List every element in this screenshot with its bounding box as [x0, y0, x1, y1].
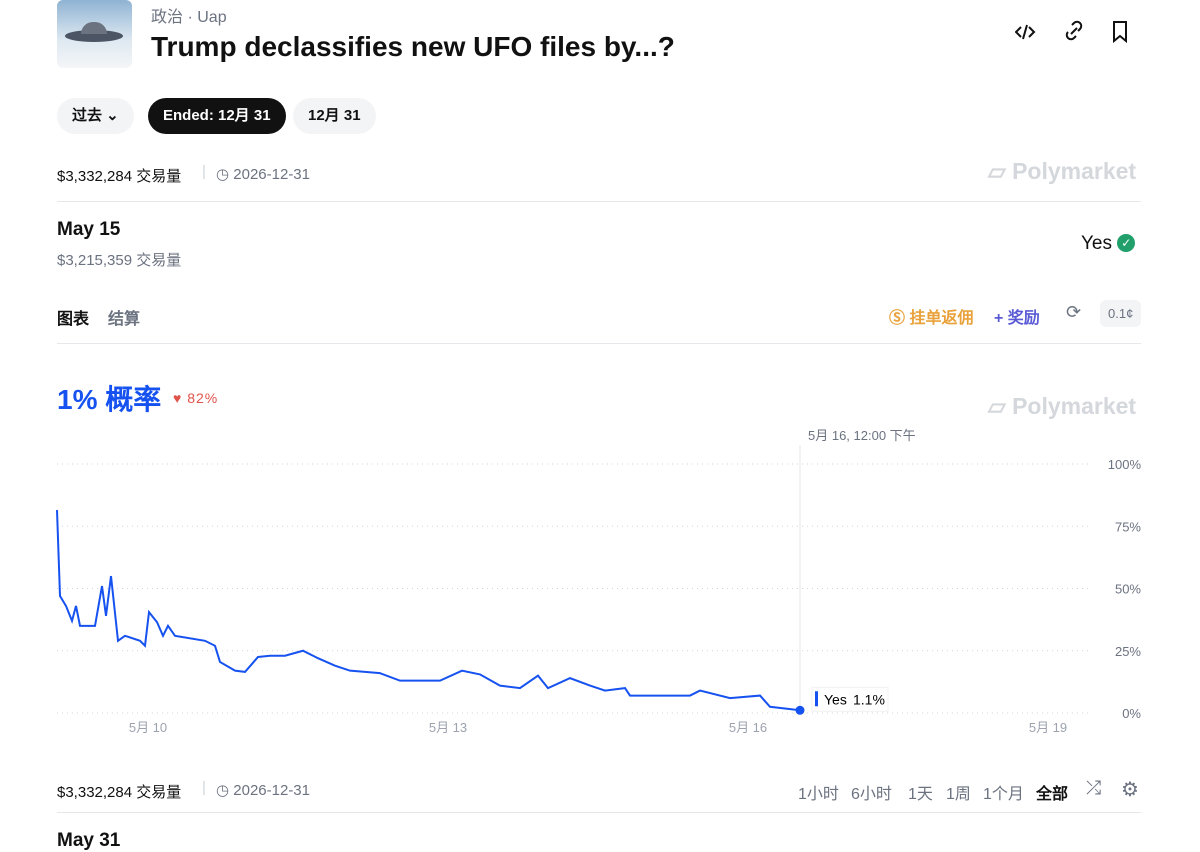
range-1w[interactable]: 1周: [946, 786, 971, 803]
line-series: [56, 510, 801, 712]
category[interactable]: 政治: [151, 9, 184, 26]
hover-time: 5月 16, 12:00 下午: [808, 428, 916, 443]
y-tick-label: 0%: [1122, 706, 1141, 721]
tag[interactable]: Uap: [197, 9, 227, 26]
end-date-text: 2026-12-31: [233, 166, 310, 183]
range-all[interactable]: 全部: [1036, 786, 1069, 803]
filter-past[interactable]: 过去 ⌄: [57, 98, 134, 134]
brand-logo: ▱ Polymarket: [988, 158, 1137, 184]
tooltip-box: [811, 686, 889, 712]
y-tick-label: 75%: [1115, 519, 1141, 534]
hover-dot: [795, 705, 805, 715]
x-tick-label: 5月 10: [129, 720, 167, 735]
brand-logo: ▱ Polymarket: [988, 393, 1137, 419]
footer-end-date: ◷ 2026-12-31: [216, 782, 310, 799]
divider: |: [202, 779, 206, 796]
breadcrumb: 政治 · Uap: [151, 9, 227, 26]
tooltip-name: Yes: [824, 691, 847, 707]
refresh-icon[interactable]: ⟳: [1066, 302, 1082, 322]
separator: [57, 201, 1141, 202]
settings-icon[interactable]: ⚙: [1121, 779, 1139, 801]
tooltip-swatch: [815, 691, 818, 707]
outcome: Yes ✓: [1081, 233, 1136, 255]
footer-volume: $3,332,284 交易量: [57, 784, 182, 801]
market-volume: $3,215,359 交易量: [57, 252, 182, 269]
tab-chart[interactable]: 图表: [57, 311, 90, 328]
separator: [57, 812, 1141, 813]
range-1m[interactable]: 1个月: [983, 786, 1024, 803]
next-market-name: May 31: [57, 830, 121, 851]
separator: [57, 343, 1141, 344]
x-tick-label: 5月 19: [1029, 720, 1067, 735]
footer-end-date-text: 2026-12-31: [233, 782, 310, 799]
x-tick-label: 5月 16: [729, 720, 767, 735]
bookmark-icon[interactable]: [1113, 21, 1127, 44]
link-icon[interactable]: [1065, 20, 1083, 41]
thumbnail: [57, 0, 132, 68]
header-icons: [1015, 20, 1127, 44]
rebate[interactable]: Ⓢ 挂单返佣: [889, 310, 974, 327]
range-6h[interactable]: 6小时: [851, 786, 892, 803]
filter-active[interactable]: Ended: 12月 31: [148, 98, 286, 134]
embed-icon[interactable]: [1015, 24, 1036, 40]
divider: |: [202, 163, 206, 180]
probability-change: ♥ 82%: [173, 390, 219, 406]
tab-resolution[interactable]: 结算: [108, 311, 141, 328]
y-tick-label: 25%: [1115, 644, 1141, 659]
market-name: May 15: [57, 219, 121, 240]
chart: 0% 25% 50% 75% 100% 5月 10 5月 13 5月 16 5月 19 5月 16…: [56, 428, 1142, 735]
rewards[interactable]: + 奖励: [994, 310, 1040, 327]
tooltip-value: 1.1%: [853, 691, 885, 707]
filter-date[interactable]: 12月 31: [293, 98, 376, 134]
x-tick-label: 5月 13: [429, 720, 467, 735]
y-tick-label: 50%: [1115, 582, 1141, 597]
shuffle-icon[interactable]: ⤮: [1086, 778, 1102, 799]
y-tick-label: 100%: [1108, 457, 1142, 472]
probability: 1% 概率: [57, 384, 162, 415]
range-1h[interactable]: 1小时: [798, 786, 839, 803]
range-1d[interactable]: 1天: [908, 786, 933, 803]
tick-size[interactable]: 0.1¢: [1100, 300, 1142, 327]
end-date: ◷ 2026-12-31: [216, 166, 310, 183]
market-title: Trump declassifies new UFO files by...?: [151, 31, 675, 62]
volume: $3,332,284 交易量: [57, 168, 182, 185]
